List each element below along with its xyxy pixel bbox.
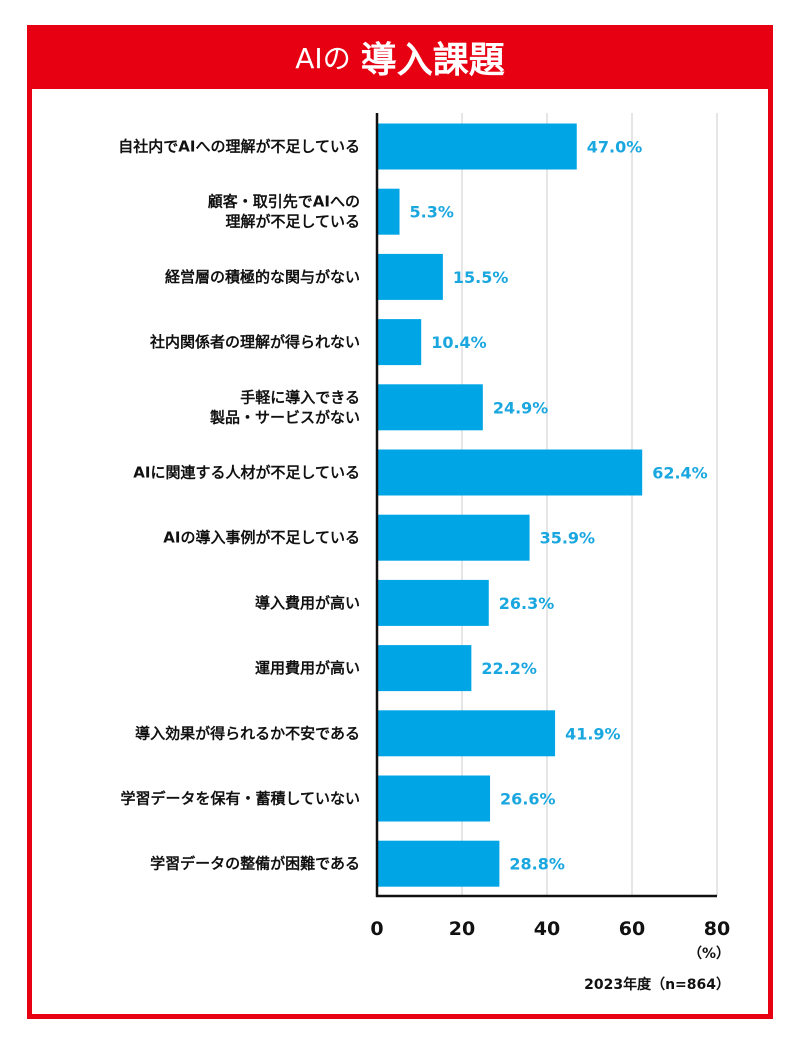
data-label: 26.3% [499,594,555,613]
bar [377,775,491,822]
category-labels: 自社内でAIへの理解が不足している顧客・取引先でAIへの理解が不足している経営層… [118,138,360,873]
data-label: 62.4% [652,464,708,483]
data-label: 26.6% [500,790,556,809]
category-label: 学習データを保有・蓄積していない [120,790,360,808]
bar [377,449,643,496]
chart-header: AIの 導入課題 [27,25,773,89]
data-label: 47.0% [587,138,643,157]
data-label: 10.4% [431,333,487,352]
x-axis-unit: （%） [688,946,730,962]
bar [377,645,472,692]
data-label: 24.9% [493,398,549,417]
data-label: 5.3% [410,203,454,222]
category-label: 経営層の積極的な関与がない [165,268,360,286]
bars-group [377,123,643,887]
bar [377,710,556,757]
category-label: 導入費用が高い [255,594,360,612]
category-label: 手軽に導入できる製品・サービスがない [209,388,360,426]
category-label: AIに関連する人材が不足している [133,464,360,482]
data-label: 35.9% [540,529,596,548]
bar [377,123,577,170]
x-tick-label: 0 [370,918,383,940]
category-label: 導入効果が得られるか不安である [135,724,360,742]
gridlines [461,113,718,896]
x-tick-label: 40 [534,918,560,940]
bar [377,579,489,626]
category-label: 顧客・取引先でAIへの理解が不足している [208,193,360,231]
x-tick-label: 20 [449,918,475,940]
survey-note: 2023年度（n=864） [584,976,730,993]
x-tick-label: 80 [704,918,730,940]
x-tick-labels: 0 20 40 60 80 [370,918,730,940]
category-label: 学習データの整備が困難である [150,855,360,873]
page-title: 導入課題 [360,40,505,81]
data-label: 15.5% [453,268,509,287]
bar [377,840,500,887]
bar [377,514,530,561]
data-label: 22.2% [481,659,537,678]
bar [377,384,483,431]
data-label: 41.9% [565,724,621,743]
category-label: AIの導入事例が不足している [163,529,360,547]
title-prefix: AIの [295,42,351,75]
value-labels: 47.0% 5.3% 15.5% 10.4% 24.9% 62.4% 35.9% 26.3% 2… [410,138,708,874]
axes [375,113,717,898]
bar [377,188,400,235]
category-label: 運用費用が高い [255,659,360,677]
bar [377,253,443,300]
category-label: 自社内でAIへの理解が不足している [118,138,360,156]
category-label: 社内関係者の理解が得られない [149,333,360,351]
bar [377,319,422,366]
x-tick-label: 60 [619,918,645,940]
data-label: 28.8% [509,855,565,874]
